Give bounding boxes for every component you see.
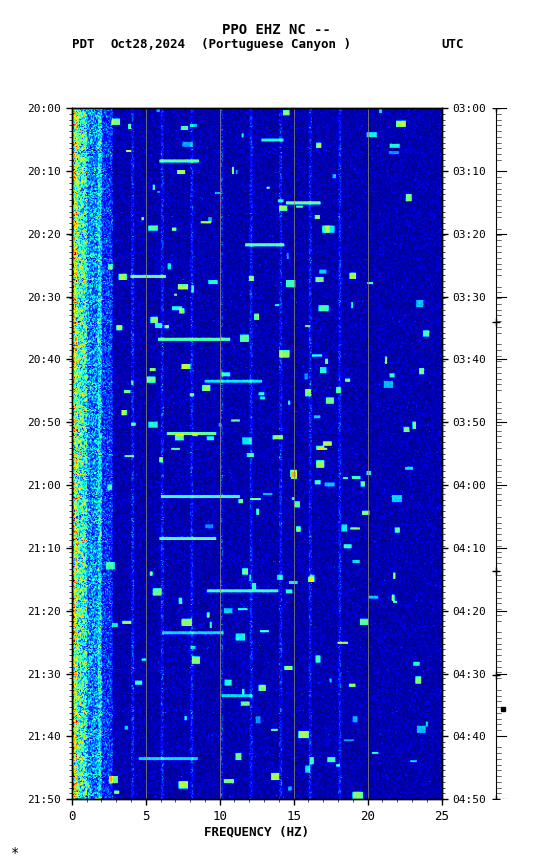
- Text: Oct28,2024: Oct28,2024: [110, 38, 185, 52]
- X-axis label: FREQUENCY (HZ): FREQUENCY (HZ): [204, 825, 309, 838]
- Text: PDT: PDT: [72, 38, 94, 52]
- Text: *: *: [11, 846, 19, 860]
- Text: PPO EHZ NC --: PPO EHZ NC --: [221, 23, 331, 37]
- Text: (Portuguese Canyon ): (Portuguese Canyon ): [201, 38, 351, 52]
- Text: UTC: UTC: [442, 38, 464, 52]
